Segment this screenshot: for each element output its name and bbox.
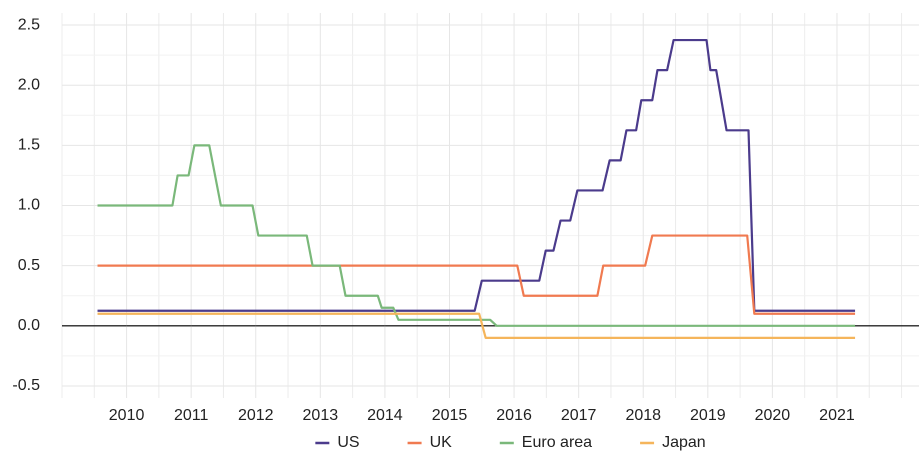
x-tick-label: 2015 (432, 407, 468, 424)
x-tick-label: 2018 (625, 407, 661, 424)
x-tick-label: 2010 (109, 407, 145, 424)
x-tick-label: 2011 (174, 407, 209, 424)
y-tick-label: 1.0 (18, 197, 40, 214)
series-line (97, 38, 856, 312)
y-tick-label: 2.5 (18, 16, 40, 33)
x-tick-label: 2021 (819, 407, 855, 424)
legend-label: Japan (662, 434, 706, 451)
x-tick-label: 2013 (303, 407, 339, 424)
x-tick-label: 2017 (561, 407, 597, 424)
legend-label: Euro area (522, 434, 592, 451)
y-tick-label: 0.5 (18, 257, 40, 274)
legend-label: UK (430, 434, 453, 451)
y-tick-label: 1.5 (18, 137, 40, 154)
series-line (97, 144, 856, 327)
y-tick-label: -0.5 (12, 377, 40, 394)
x-tick-label: 2014 (367, 407, 403, 424)
x-tick-label: 2016 (496, 407, 532, 424)
series-line (97, 312, 856, 339)
x-tick-label: 2019 (690, 407, 726, 424)
y-tick-label: 0.0 (18, 317, 40, 334)
x-tick-label: 2012 (238, 407, 274, 424)
legend-label: US (337, 434, 359, 451)
series-line (97, 234, 856, 315)
x-tick-label: 2020 (755, 407, 791, 424)
y-tick-label: 2.0 (18, 76, 40, 93)
